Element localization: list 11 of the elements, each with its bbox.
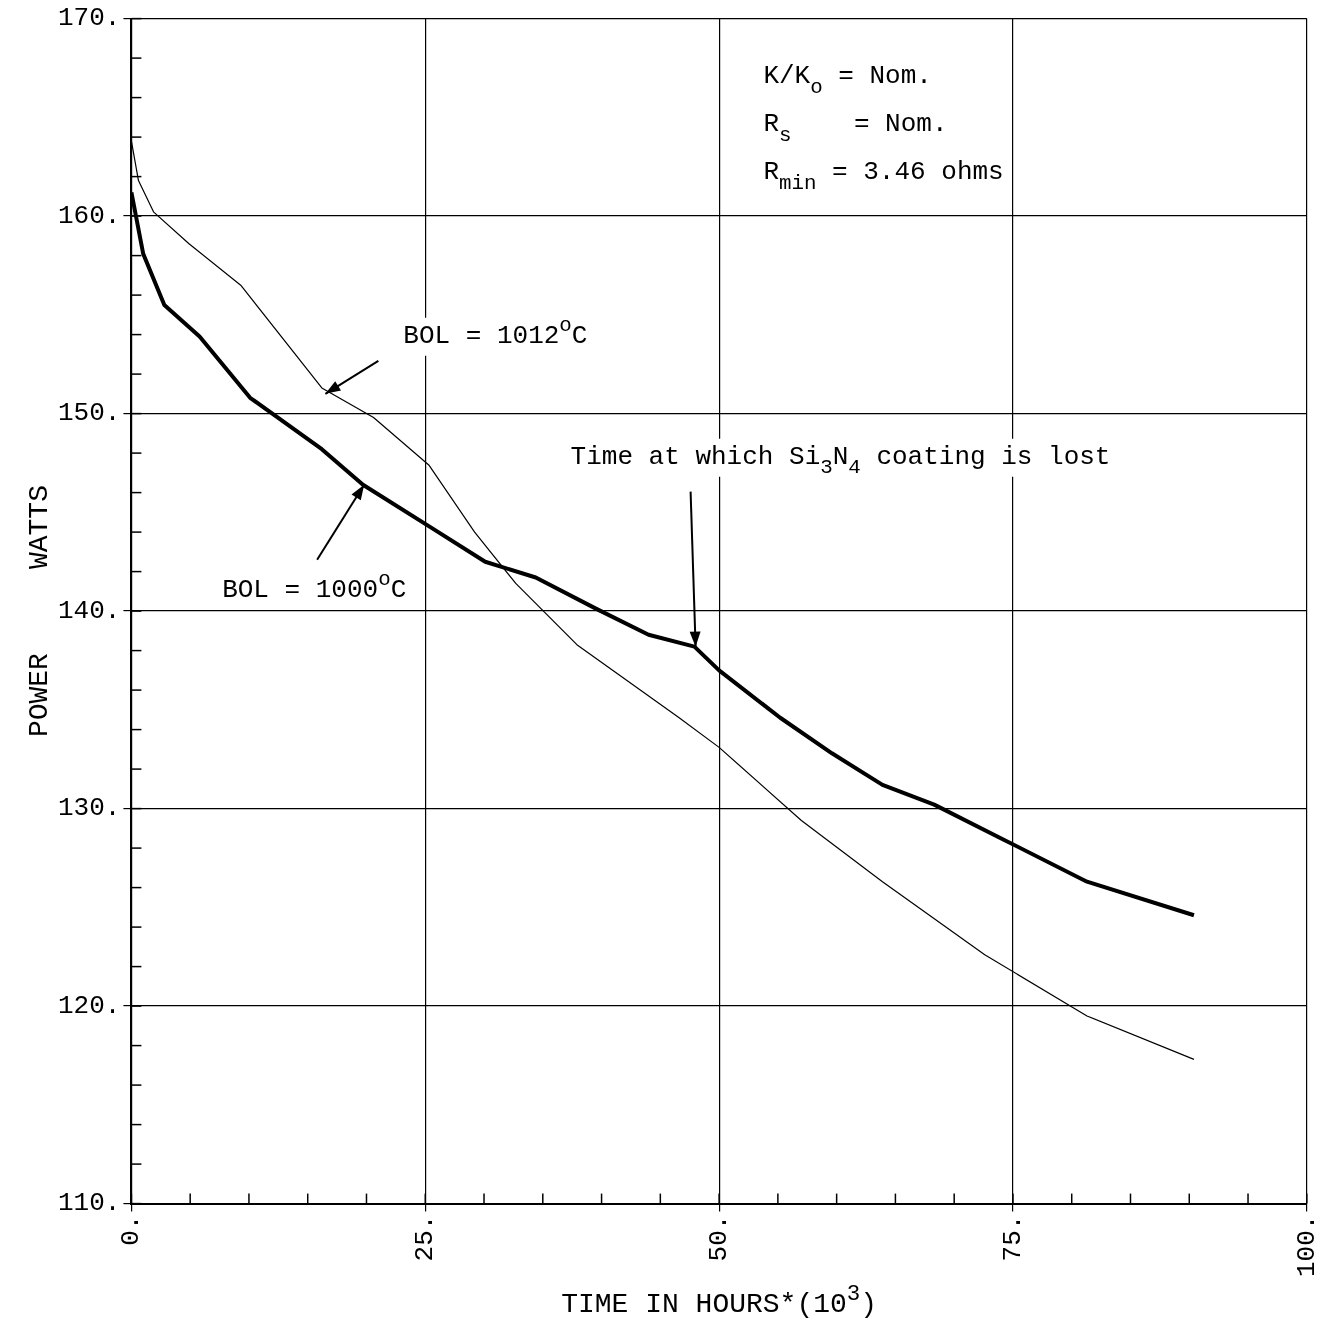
y-tick-label: 120. (57, 990, 121, 1021)
x-tick-label: 50. (704, 1214, 734, 1262)
y-tick-label: 150. (57, 398, 121, 429)
y-tick-label: 140. (57, 595, 121, 626)
x-tick-label: 25. (410, 1214, 441, 1262)
y-axis-title: POWER WATTS (24, 485, 56, 738)
x-tick-label: 75. (997, 1214, 1028, 1262)
y-tick-label: 160. (57, 200, 121, 231)
x-tick-label: 100. (1291, 1214, 1322, 1278)
y-tick-label: 130. (57, 793, 121, 824)
y-tick-label: 170. (57, 3, 121, 34)
